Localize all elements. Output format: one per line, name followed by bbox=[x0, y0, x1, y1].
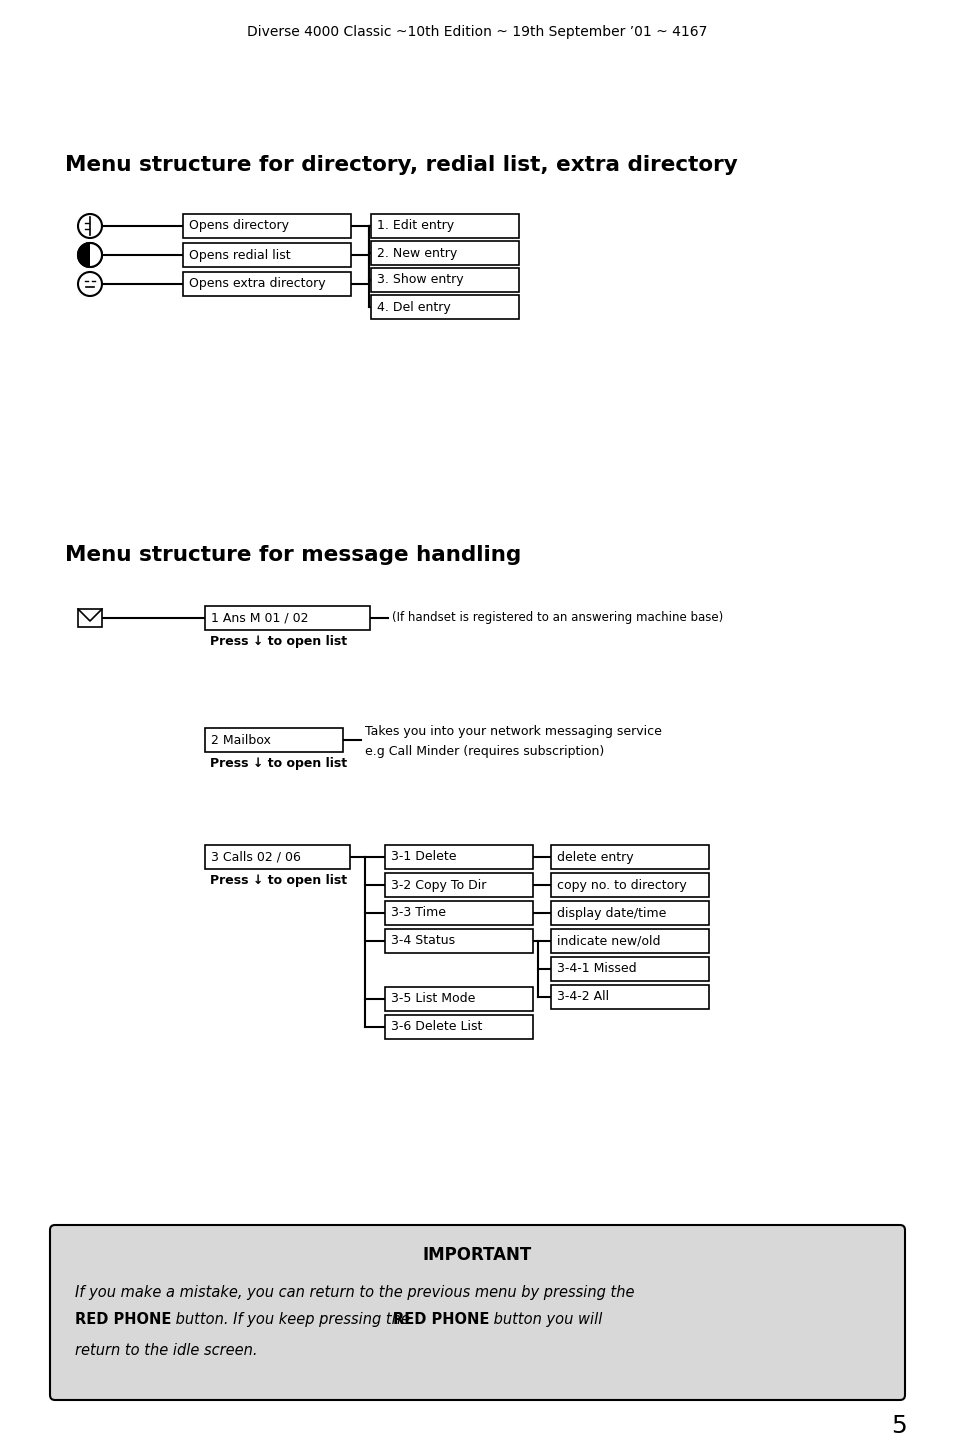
Bar bbox=[551, 874, 708, 897]
Text: 3-4-2 All: 3-4-2 All bbox=[557, 990, 608, 1003]
Bar bbox=[385, 901, 533, 925]
Text: indicate new/old: indicate new/old bbox=[557, 935, 659, 948]
Bar bbox=[371, 268, 518, 293]
Text: return to the idle screen.: return to the idle screen. bbox=[75, 1342, 257, 1358]
Text: RED PHONE: RED PHONE bbox=[75, 1312, 172, 1326]
Text: Press ↓ to open list: Press ↓ to open list bbox=[210, 635, 347, 648]
Text: Menu structure for directory, redial list, extra directory: Menu structure for directory, redial lis… bbox=[65, 154, 737, 175]
Text: e.g Call Minder (requires subscription): e.g Call Minder (requires subscription) bbox=[365, 745, 603, 759]
Text: Opens redial list: Opens redial list bbox=[189, 249, 291, 262]
Text: 3-5 List Mode: 3-5 List Mode bbox=[391, 993, 475, 1006]
Text: Takes you into your network messaging service: Takes you into your network messaging se… bbox=[365, 725, 661, 738]
Text: Press ↓ to open list: Press ↓ to open list bbox=[210, 757, 347, 770]
Bar bbox=[78, 609, 102, 628]
Bar bbox=[551, 957, 708, 981]
Text: 3-3 Time: 3-3 Time bbox=[391, 907, 446, 920]
Text: 2. New entry: 2. New entry bbox=[376, 246, 456, 259]
Bar bbox=[205, 606, 370, 630]
Text: 2 Mailbox: 2 Mailbox bbox=[211, 734, 271, 747]
Bar bbox=[183, 243, 351, 266]
Text: 1 Ans M 01 / 02: 1 Ans M 01 / 02 bbox=[211, 612, 308, 625]
Text: 3 Calls 02 / 06: 3 Calls 02 / 06 bbox=[211, 850, 300, 863]
Wedge shape bbox=[90, 243, 102, 266]
Text: 3. Show entry: 3. Show entry bbox=[376, 274, 463, 287]
Text: 3-4-1 Missed: 3-4-1 Missed bbox=[557, 962, 636, 976]
Bar bbox=[205, 728, 343, 751]
Text: RED PHONE: RED PHONE bbox=[393, 1312, 489, 1326]
Bar bbox=[385, 1015, 533, 1040]
Circle shape bbox=[78, 243, 102, 266]
Text: display date/time: display date/time bbox=[557, 907, 666, 920]
Text: delete entry: delete entry bbox=[557, 850, 633, 863]
Bar bbox=[371, 242, 518, 265]
Text: (If handset is registered to an answering machine base): (If handset is registered to an answerin… bbox=[392, 612, 722, 625]
Text: 4. Del entry: 4. Del entry bbox=[376, 300, 450, 313]
Text: IMPORTANT: IMPORTANT bbox=[422, 1246, 532, 1264]
Bar bbox=[183, 272, 351, 296]
Bar bbox=[183, 214, 351, 237]
Bar bbox=[551, 901, 708, 925]
Text: Opens extra directory: Opens extra directory bbox=[189, 278, 325, 291]
Bar bbox=[385, 844, 533, 869]
Text: Press ↓ to open list: Press ↓ to open list bbox=[210, 874, 347, 887]
Bar bbox=[551, 929, 708, 954]
Text: 1. Edit entry: 1. Edit entry bbox=[376, 220, 454, 233]
Bar bbox=[385, 929, 533, 954]
Bar bbox=[385, 874, 533, 897]
Bar bbox=[205, 844, 350, 869]
Text: Diverse 4000 Classic ~10th Edition ~ 19th September ’01 ~ 4167: Diverse 4000 Classic ~10th Edition ~ 19t… bbox=[247, 25, 706, 39]
Bar bbox=[551, 844, 708, 869]
Text: 3-4 Status: 3-4 Status bbox=[391, 935, 455, 948]
FancyBboxPatch shape bbox=[50, 1224, 904, 1401]
Bar bbox=[385, 987, 533, 1010]
Text: 5: 5 bbox=[890, 1414, 906, 1439]
Text: button you will: button you will bbox=[489, 1312, 601, 1326]
Bar bbox=[551, 986, 708, 1009]
Text: 3-1 Delete: 3-1 Delete bbox=[391, 850, 456, 863]
Bar bbox=[371, 214, 518, 237]
Text: Opens directory: Opens directory bbox=[189, 220, 289, 233]
Text: 3-2 Copy To Dir: 3-2 Copy To Dir bbox=[391, 878, 486, 891]
Text: If you make a mistake, you can return to the previous menu by pressing the: If you make a mistake, you can return to… bbox=[75, 1286, 634, 1300]
Text: copy no. to directory: copy no. to directory bbox=[557, 878, 686, 891]
Text: 3-6 Delete List: 3-6 Delete List bbox=[391, 1021, 482, 1034]
Text: button. If you keep pressing the: button. If you keep pressing the bbox=[171, 1312, 414, 1326]
Bar bbox=[371, 296, 518, 319]
Text: Menu structure for message handling: Menu structure for message handling bbox=[65, 545, 520, 565]
